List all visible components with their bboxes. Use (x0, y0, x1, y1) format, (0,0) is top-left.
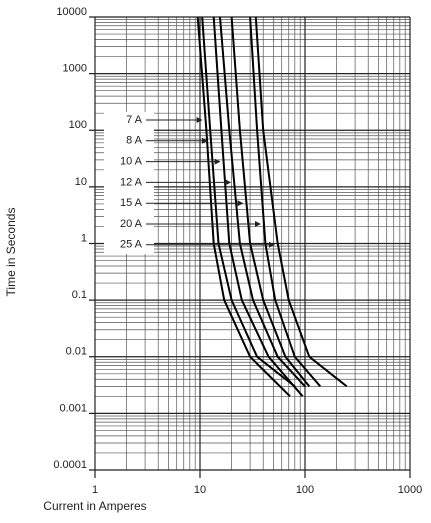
labels: 1 10 100 1000 0.0001 0.001 0.01 0.1 1 10 100 1000 10… (53, 6, 422, 496)
series-label: 8 A (126, 135, 143, 147)
arrow-head (268, 241, 275, 248)
arrow-head (214, 158, 221, 165)
series-label: 15 A (120, 197, 143, 209)
y-tick-label: 1 (81, 232, 87, 244)
y-tick-label: 0.01 (66, 346, 87, 358)
y-axis-title: Time in Seconds (4, 208, 18, 297)
arrow-head (196, 117, 203, 123)
series-label: 20 A (120, 218, 143, 230)
arrow-head (225, 179, 232, 186)
x-tick-label: 1 (92, 484, 98, 496)
curve (254, 16, 348, 388)
series-label: 10 A (120, 156, 143, 168)
y-tick-label: 100 (69, 119, 87, 131)
x-tick-label: 100 (296, 484, 314, 496)
y-tick-label: 10000 (56, 6, 87, 18)
series-label: 12 A (120, 176, 143, 188)
curve (219, 16, 306, 388)
series-label: 7 A (126, 114, 143, 126)
y-tick-label: 1000 (63, 63, 87, 75)
y-tick-label: 10 (75, 176, 87, 188)
curve (212, 16, 304, 397)
series-label: 25 A (120, 239, 143, 251)
y-tick-label: 0.001 (59, 402, 87, 414)
curve (249, 16, 322, 388)
arrow-head (237, 200, 244, 207)
y-tick-label: 0.1 (72, 289, 87, 301)
label-panel (104, 112, 154, 254)
curve (230, 16, 311, 388)
arrow-head (201, 137, 208, 144)
y-tick-label: 0.0001 (53, 459, 87, 471)
curves (196, 16, 348, 398)
x-axis-title: Current in Amperes (43, 499, 146, 513)
arrow-head (255, 221, 262, 227)
curve (196, 16, 291, 398)
x-tick-label: 1000 (398, 484, 422, 496)
curve (201, 16, 296, 388)
x-tick-label: 10 (194, 484, 206, 496)
